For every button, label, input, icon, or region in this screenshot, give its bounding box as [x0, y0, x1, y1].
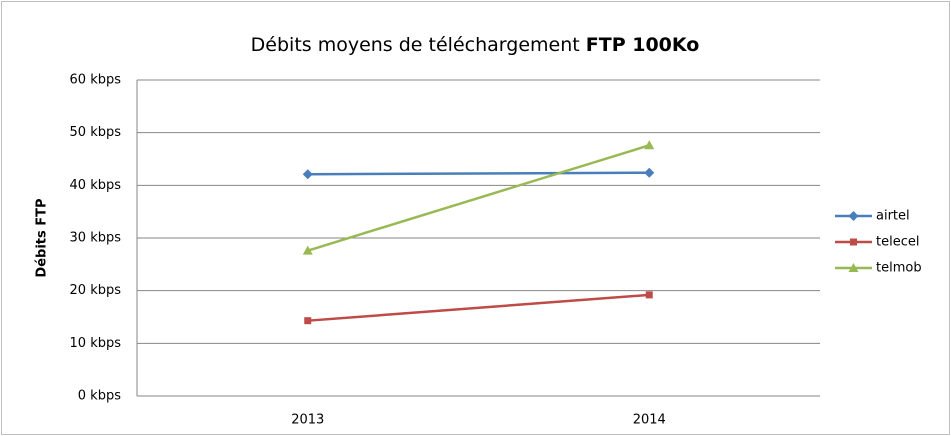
series-line: [307, 144, 650, 252]
legend-marker: [850, 238, 857, 246]
legend-label: telmob: [876, 261, 922, 276]
legend-label: airtel: [876, 209, 910, 224]
legend-marker: [848, 263, 859, 272]
chart-title: Débits moyens de téléchargement FTP 100K…: [251, 34, 700, 56]
y-tick-label: 40 kbps: [70, 178, 122, 193]
title-bold: FTP 100Ko: [586, 34, 700, 56]
marker: [302, 245, 313, 255]
y-tick-label: 20 kbps: [70, 283, 122, 298]
x-tick-label: 2014: [633, 413, 666, 428]
marker: [304, 317, 312, 325]
marker: [644, 140, 655, 150]
x-tick-label: 2013: [291, 413, 324, 428]
y-tick-label: 60 kbps: [70, 73, 122, 88]
y-tick-label: 10 kbps: [70, 336, 122, 351]
y-tick-label: 50 kbps: [70, 125, 122, 140]
marker: [302, 169, 313, 180]
y-tick-label: 0 kbps: [78, 389, 121, 404]
title-plain: Débits moyens de téléchargement: [251, 34, 580, 56]
legend-label: telecel: [876, 235, 919, 250]
marker: [645, 291, 653, 299]
series-line: [307, 171, 650, 176]
y-tick-label: 30 kbps: [70, 231, 122, 246]
series-line: [307, 293, 650, 322]
marker: [644, 167, 655, 178]
y-axis-title: Débits FTP: [35, 198, 50, 277]
legend-marker: [848, 211, 859, 221]
